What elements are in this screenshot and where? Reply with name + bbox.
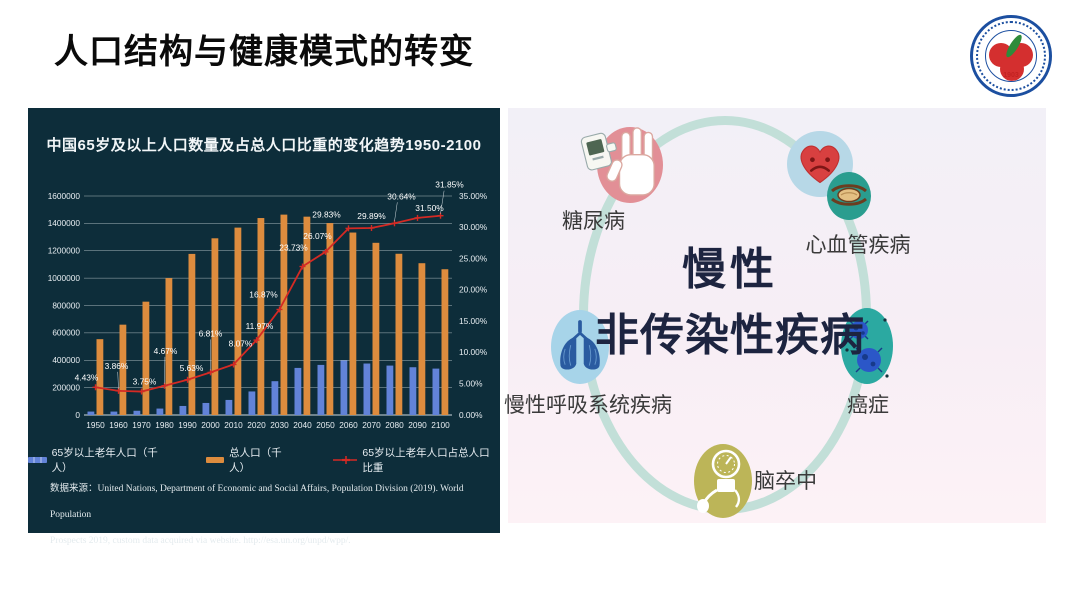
diabetes-label: 糖尿病 bbox=[562, 210, 625, 233]
svg-text:1600000: 1600000 bbox=[48, 191, 81, 201]
diabetes-icon bbox=[580, 127, 655, 196]
chart-legend: 65岁以上老年人口（千人） 总人口（千人） 65岁以上老年人口占总人口比重 bbox=[28, 445, 500, 475]
svg-text:20.00%: 20.00% bbox=[459, 285, 488, 295]
svg-text:15.00%: 15.00% bbox=[459, 316, 488, 326]
svg-text:2050: 2050 bbox=[316, 420, 335, 430]
legend-label: 总人口（千人） bbox=[229, 447, 282, 474]
svg-text:200000: 200000 bbox=[52, 382, 80, 392]
svg-text:2040: 2040 bbox=[293, 420, 312, 430]
line-marker-icon bbox=[333, 456, 358, 464]
svg-text:6.81%: 6.81% bbox=[199, 328, 223, 338]
legend-label: 65岁以上老年人口（千人） bbox=[51, 447, 158, 474]
vessel-node bbox=[827, 172, 871, 220]
svg-text:2080: 2080 bbox=[385, 420, 404, 430]
legend-item-share: 65岁以上老年人口占总人口比重 bbox=[333, 445, 500, 475]
legend-label: 65岁以上老年人口占总人口比重 bbox=[362, 447, 490, 474]
svg-text:2000: 2000 bbox=[201, 420, 220, 430]
svg-text:4.67%: 4.67% bbox=[154, 346, 178, 356]
svg-text:0: 0 bbox=[75, 410, 80, 420]
data-source-note: 数据来源：United Nations, Department of Econo… bbox=[50, 484, 464, 546]
svg-text:23.73%: 23.73% bbox=[279, 243, 308, 253]
population-chart: 0 200000 400000 600000 800000 1000000 1200000 1… bbox=[48, 180, 488, 430]
svg-text:30.64%: 30.64% bbox=[387, 191, 416, 201]
svg-text:800000: 800000 bbox=[52, 300, 80, 310]
svg-text:5.00%: 5.00% bbox=[459, 379, 483, 389]
diabetes-node bbox=[580, 127, 663, 203]
svg-text:31.85%: 31.85% bbox=[435, 180, 464, 190]
svg-text:11.97%: 11.97% bbox=[246, 321, 274, 331]
svg-text:2030: 2030 bbox=[270, 420, 289, 430]
blood-vessel-icon bbox=[831, 184, 867, 206]
svg-text:2060: 2060 bbox=[339, 420, 358, 430]
svg-text:3.75%: 3.75% bbox=[133, 377, 157, 387]
svg-text:3.86%: 3.86% bbox=[105, 361, 129, 371]
hospital-logo: 1903 bbox=[970, 15, 1052, 97]
logo-flower-icon: 1903 bbox=[985, 30, 1037, 82]
legend-item-total: 总人口（千人） bbox=[205, 445, 298, 475]
total-swatch-icon bbox=[205, 457, 225, 463]
svg-text:25.00%: 25.00% bbox=[459, 253, 488, 263]
svg-text:29.83%: 29.83% bbox=[312, 209, 341, 219]
svg-text:1960: 1960 bbox=[109, 420, 128, 430]
cancer-cells-icon bbox=[845, 318, 889, 378]
svg-text:4.43%: 4.43% bbox=[75, 372, 99, 382]
elderly-swatch-icon bbox=[28, 457, 47, 463]
svg-text:1000000: 1000000 bbox=[48, 273, 81, 283]
logo-ring-text bbox=[976, 21, 1046, 91]
svg-text:26.07%: 26.07% bbox=[303, 231, 332, 241]
svg-text:1990: 1990 bbox=[178, 420, 197, 430]
svg-text:16.87%: 16.87% bbox=[249, 289, 278, 299]
svg-text:2070: 2070 bbox=[362, 420, 381, 430]
svg-text:35.00%: 35.00% bbox=[459, 191, 488, 201]
svg-text:2020: 2020 bbox=[247, 420, 266, 430]
svg-text:2010: 2010 bbox=[224, 420, 243, 430]
center-title-line2: 非传染性疾病 bbox=[595, 311, 865, 360]
svg-text:1980: 1980 bbox=[155, 420, 174, 430]
svg-text:400000: 400000 bbox=[52, 355, 80, 365]
svg-text:600000: 600000 bbox=[52, 328, 80, 338]
svg-text:31.50%: 31.50% bbox=[415, 203, 444, 213]
svg-text:1950: 1950 bbox=[86, 420, 105, 430]
svg-text:1970: 1970 bbox=[132, 420, 151, 430]
sad-heart-icon bbox=[800, 145, 840, 184]
svg-text:5.63%: 5.63% bbox=[180, 363, 204, 373]
logo-year: 1903 bbox=[1003, 72, 1019, 79]
population-chart-panel: 中国65岁及以上人口数量及占总人口比重的变化趋势1950-2100 0 20000… bbox=[28, 108, 500, 546]
svg-text:2100: 2100 bbox=[431, 420, 450, 430]
cancer-node bbox=[841, 308, 893, 384]
center-title-line1: 慢性 bbox=[682, 245, 778, 294]
stroke-node bbox=[694, 444, 752, 518]
lungs-node bbox=[551, 310, 609, 384]
respiratory-label: 慢性呼吸系统疾病 bbox=[504, 394, 672, 417]
svg-text:10.00%: 10.00% bbox=[459, 347, 488, 357]
svg-text:2090: 2090 bbox=[408, 420, 427, 430]
stroke-label: 脑卒中 bbox=[754, 470, 817, 493]
blood-pressure-icon bbox=[697, 449, 741, 513]
cancer-label: 癌症 bbox=[847, 394, 889, 417]
svg-text:1400000: 1400000 bbox=[48, 218, 81, 228]
svg-text:30.00%: 30.00% bbox=[459, 222, 488, 232]
logo-petal bbox=[1000, 57, 1024, 81]
svg-text:1200000: 1200000 bbox=[48, 246, 81, 256]
svg-text:8.07%: 8.07% bbox=[229, 339, 253, 349]
lungs-icon bbox=[560, 320, 600, 370]
svg-text:0.00%: 0.00% bbox=[459, 410, 483, 420]
page-title: 人口结构与健康模式的转变 bbox=[54, 33, 474, 71]
legend-item-elderly: 65岁以上老年人口（千人） bbox=[28, 445, 170, 475]
chart-title: 中国65岁及以上人口数量及占总人口比重的变化趋势1950-2100 bbox=[46, 137, 482, 154]
cardiovascular-label: 心血管疾病 bbox=[805, 234, 911, 257]
ncd-diagram-panel: 糖尿病 心血管疾病 bbox=[504, 108, 1046, 523]
diagram-center-title: 慢性 非传染性疾病 bbox=[548, 248, 912, 358]
svg-text:29.89%: 29.89% bbox=[357, 211, 386, 221]
